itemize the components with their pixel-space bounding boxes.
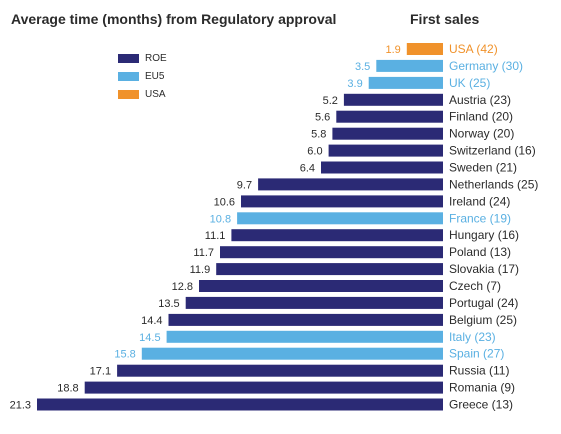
category-label-greece: Greece (13) xyxy=(449,398,513,412)
bar-france xyxy=(237,212,443,225)
value-label-italy: 14.5 xyxy=(139,332,160,344)
category-label-austria: Austria (23) xyxy=(449,93,511,107)
category-label-ireland: Ireland (24) xyxy=(449,194,510,208)
value-label-finland: 5.6 xyxy=(315,112,330,124)
value-label-switzerland: 6.0 xyxy=(307,146,322,158)
legend-swatch-eu5 xyxy=(118,71,139,81)
bar-switzerland xyxy=(328,144,443,157)
value-label-germany: 3.5 xyxy=(355,61,370,73)
bar-uk xyxy=(368,76,443,89)
category-label-uk: UK (25) xyxy=(449,76,490,90)
value-label-russia: 17.1 xyxy=(90,366,111,378)
bar-usa xyxy=(406,43,443,55)
value-label-romania: 18.8 xyxy=(57,383,78,395)
value-label-hungary: 11.1 xyxy=(205,230,226,242)
bar-slovakia xyxy=(216,263,443,276)
bar-russia xyxy=(117,364,443,377)
value-label-spain: 15.8 xyxy=(114,349,135,361)
value-label-belgium: 14.4 xyxy=(141,315,162,327)
category-label-sweden: Sweden (21) xyxy=(449,161,517,175)
category-label-czech: Czech (7) xyxy=(449,279,501,293)
bar-belgium xyxy=(168,313,443,326)
category-label-france: France (19) xyxy=(449,211,511,225)
category-label-switzerland: Switzerland (16) xyxy=(449,144,536,158)
bar-hungary xyxy=(231,229,443,242)
bar-greece xyxy=(37,398,443,411)
chart-title: Average time (months) from Regulatory ap… xyxy=(11,11,337,27)
value-label-ireland: 10.6 xyxy=(214,196,235,208)
category-label-italy: Italy (23) xyxy=(449,330,496,344)
category-label-norway: Norway (20) xyxy=(449,127,514,141)
category-label-slovakia: Slovakia (17) xyxy=(449,262,519,276)
value-label-greece: 21.3 xyxy=(10,400,31,412)
legend: ROE EU5 USA xyxy=(118,49,167,103)
value-label-poland: 11.7 xyxy=(193,247,214,259)
bar-ireland xyxy=(241,195,443,208)
legend-swatch-usa xyxy=(118,89,139,99)
bar-portugal xyxy=(185,296,443,309)
legend-label-usa: USA xyxy=(145,88,166,100)
value-label-sweden: 6.4 xyxy=(300,163,315,175)
bar-netherlands xyxy=(258,178,443,191)
category-label-finland: Finland (20) xyxy=(449,110,513,124)
legend-item-usa: USA xyxy=(118,85,167,103)
value-label-norway: 5.8 xyxy=(311,129,326,141)
legend-item-eu5: EU5 xyxy=(118,67,167,85)
bar-germany xyxy=(376,59,443,72)
legend-label-eu5: EU5 xyxy=(145,70,165,82)
category-label-portugal: Portugal (24) xyxy=(449,296,518,310)
bar-spain xyxy=(141,347,444,360)
category-label-spain: Spain (27) xyxy=(449,347,504,361)
bar-poland xyxy=(220,246,443,259)
bar-finland xyxy=(336,110,443,123)
value-label-netherlands: 9.7 xyxy=(237,179,252,191)
category-label-germany: Germany (30) xyxy=(449,59,523,73)
value-label-czech: 12.8 xyxy=(172,281,193,293)
bar-italy xyxy=(166,330,443,343)
chart-subtitle: First sales xyxy=(410,11,480,27)
legend-swatch-roe xyxy=(118,53,139,63)
value-label-austria: 5.2 xyxy=(323,95,338,107)
value-label-slovakia: 11.9 xyxy=(190,264,211,276)
category-label-poland: Poland (13) xyxy=(449,245,511,259)
category-label-russia: Russia (11) xyxy=(449,364,509,378)
bar-norway xyxy=(332,127,443,140)
category-label-usa: USA (42) xyxy=(449,42,498,56)
category-label-hungary: Hungary (16) xyxy=(449,228,519,242)
value-label-portugal: 13.5 xyxy=(158,298,179,310)
bar-austria xyxy=(343,93,443,106)
category-label-romania: Romania (9) xyxy=(449,381,515,395)
value-label-france: 10.8 xyxy=(210,213,231,225)
value-label-usa: 1.9 xyxy=(386,44,401,56)
category-label-netherlands: Netherlands (25) xyxy=(449,177,538,191)
bar-sweden xyxy=(321,161,443,174)
bar-romania xyxy=(84,381,443,394)
category-label-belgium: Belgium (25) xyxy=(449,313,517,327)
legend-label-roe: ROE xyxy=(145,52,167,64)
value-label-uk: 3.9 xyxy=(347,78,362,90)
bar-czech xyxy=(199,280,443,292)
legend-item-roe: ROE xyxy=(118,49,167,67)
